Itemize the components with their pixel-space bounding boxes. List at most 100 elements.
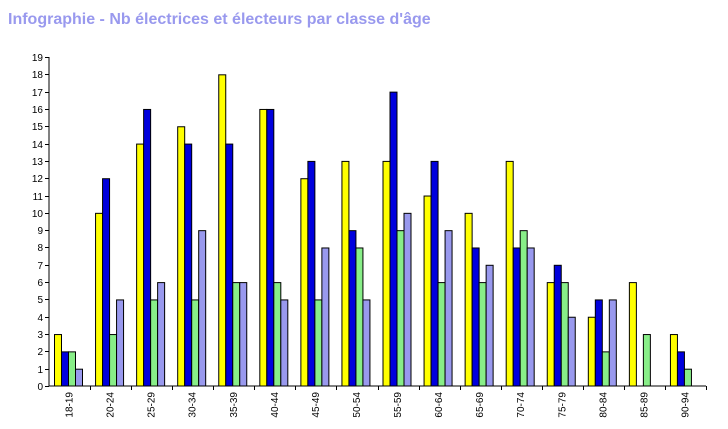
bar-75-79-series-2: [553, 264, 562, 387]
bar-50-54-series-4: [362, 299, 371, 387]
bar-40-44-series-3: [273, 282, 282, 387]
y-tick-label: 6: [37, 278, 43, 289]
y-tick-label: 14: [32, 140, 44, 151]
bar-30-34-series-4: [198, 230, 207, 387]
bar-65-69-series-4: [485, 264, 494, 387]
y-tick-label: 8: [37, 243, 43, 254]
bar-90-94-series-1: [669, 334, 678, 387]
bar-90-94-series-2: [676, 351, 685, 387]
bar-60-64-series-4: [444, 230, 453, 387]
bar-85-89-series-1: [628, 282, 637, 387]
bar-20-24-series-1: [95, 212, 104, 387]
x-tick-label: 25-29: [147, 392, 158, 418]
bar-25-29-series-2: [143, 108, 152, 387]
y-tick-label: 0: [37, 382, 43, 393]
bar-35-39-series-3: [232, 282, 241, 387]
bar-75-79-series-4: [567, 316, 576, 387]
bar-35-39-series-4: [239, 282, 248, 387]
bar-40-44-series-2: [266, 108, 275, 387]
y-tick-label: 4: [37, 313, 43, 324]
bar-40-44-series-4: [280, 299, 289, 387]
x-tick-label: 75-79: [557, 392, 568, 418]
y-tick-label: 10: [32, 209, 44, 220]
bar-80-84-series-4: [608, 299, 617, 387]
y-tick-label: 12: [32, 174, 44, 185]
bar-55-59-series-3: [396, 230, 405, 387]
bar-65-69-series-2: [471, 247, 480, 387]
bar-18-19-series-4: [75, 368, 83, 387]
bar-55-59-series-2: [389, 91, 398, 387]
y-tick-label: 9: [37, 226, 43, 237]
y-tick-label: 5: [37, 295, 43, 306]
x-tick-label: 85-89: [639, 392, 650, 418]
chart-title: Infographie - Nb électrices et électeurs…: [8, 11, 431, 28]
y-tick-label: 7: [37, 261, 43, 272]
x-tick-label: 65-69: [475, 392, 486, 418]
bar-25-29-series-1: [136, 143, 145, 387]
x-tick-label: 40-44: [270, 392, 281, 418]
x-tick-label: 55-59: [393, 392, 404, 418]
x-tick-label: 80-84: [598, 392, 609, 418]
bar-85-89-series-3: [642, 334, 651, 387]
y-tick-label: 13: [32, 157, 44, 168]
bar-90-94-series-3: [683, 368, 692, 387]
bar-20-24-series-2: [102, 178, 111, 387]
bar-35-39-series-1: [218, 74, 227, 387]
bar-75-79-series-1: [546, 282, 555, 387]
bar-70-74-series-4: [526, 247, 535, 387]
bar-40-44-series-1: [259, 108, 268, 387]
bar-60-64-series-3: [437, 282, 446, 387]
bar-55-59-series-4: [403, 212, 412, 387]
bar-25-29-series-3: [150, 299, 159, 387]
bar-18-19-series-2: [61, 351, 69, 387]
bar-60-64-series-1: [423, 195, 432, 387]
bar-70-74-series-1: [505, 160, 514, 387]
bar-50-54-series-1: [341, 160, 350, 387]
bar-75-79-series-3: [560, 282, 569, 387]
x-tick-label: 50-54: [352, 392, 363, 418]
bar-80-84-series-3: [601, 351, 610, 387]
bar-45-49-series-2: [307, 160, 316, 387]
y-tick-label: 11: [33, 192, 44, 203]
x-tick-label: 20-24: [106, 392, 117, 418]
x-tick-label: 30-34: [188, 392, 199, 418]
x-tick-label: 45-49: [311, 392, 322, 418]
bar-30-34-series-2: [184, 143, 193, 387]
y-tick-label: 16: [32, 105, 44, 116]
bar-30-34-series-3: [191, 299, 200, 387]
x-tick-label: 70-74: [516, 392, 527, 418]
x-tick-label: 35-39: [229, 392, 240, 418]
y-tick-label: 18: [32, 70, 44, 81]
bar-55-59-series-1: [382, 160, 391, 387]
x-tick-label: 18-19: [65, 392, 76, 418]
bar-70-74-series-2: [512, 247, 521, 387]
y-tick-label: 3: [37, 330, 43, 341]
bar-70-74-series-3: [519, 230, 528, 387]
x-tick-label: 60-64: [434, 392, 445, 418]
bar-60-64-series-2: [430, 160, 439, 387]
x-tick-label: 90-94: [680, 392, 691, 418]
bar-65-69-series-3: [478, 282, 487, 387]
y-tick-label: 2: [37, 347, 43, 358]
bar-45-49-series-1: [300, 178, 309, 387]
bar-18-19-series-3: [68, 351, 76, 387]
bar-20-24-series-4: [116, 299, 125, 387]
bar-50-54-series-3: [355, 247, 364, 387]
bar-65-69-series-1: [464, 212, 473, 387]
bar-80-84-series-1: [587, 316, 596, 387]
y-tick-label: 1: [37, 365, 43, 376]
y-tick-label: 19: [32, 53, 44, 64]
y-tick-label: 15: [32, 122, 44, 133]
bar-20-24-series-3: [109, 334, 118, 387]
bar-35-39-series-2: [225, 143, 234, 387]
bar-45-49-series-3: [314, 299, 323, 387]
bar-80-84-series-2: [594, 299, 603, 387]
bar-25-29-series-4: [157, 282, 166, 387]
bar-45-49-series-4: [321, 247, 330, 387]
bar-30-34-series-1: [177, 126, 186, 387]
y-tick-label: 17: [32, 88, 44, 99]
bar-50-54-series-2: [348, 230, 357, 387]
bar-18-19-series-1: [54, 334, 62, 387]
